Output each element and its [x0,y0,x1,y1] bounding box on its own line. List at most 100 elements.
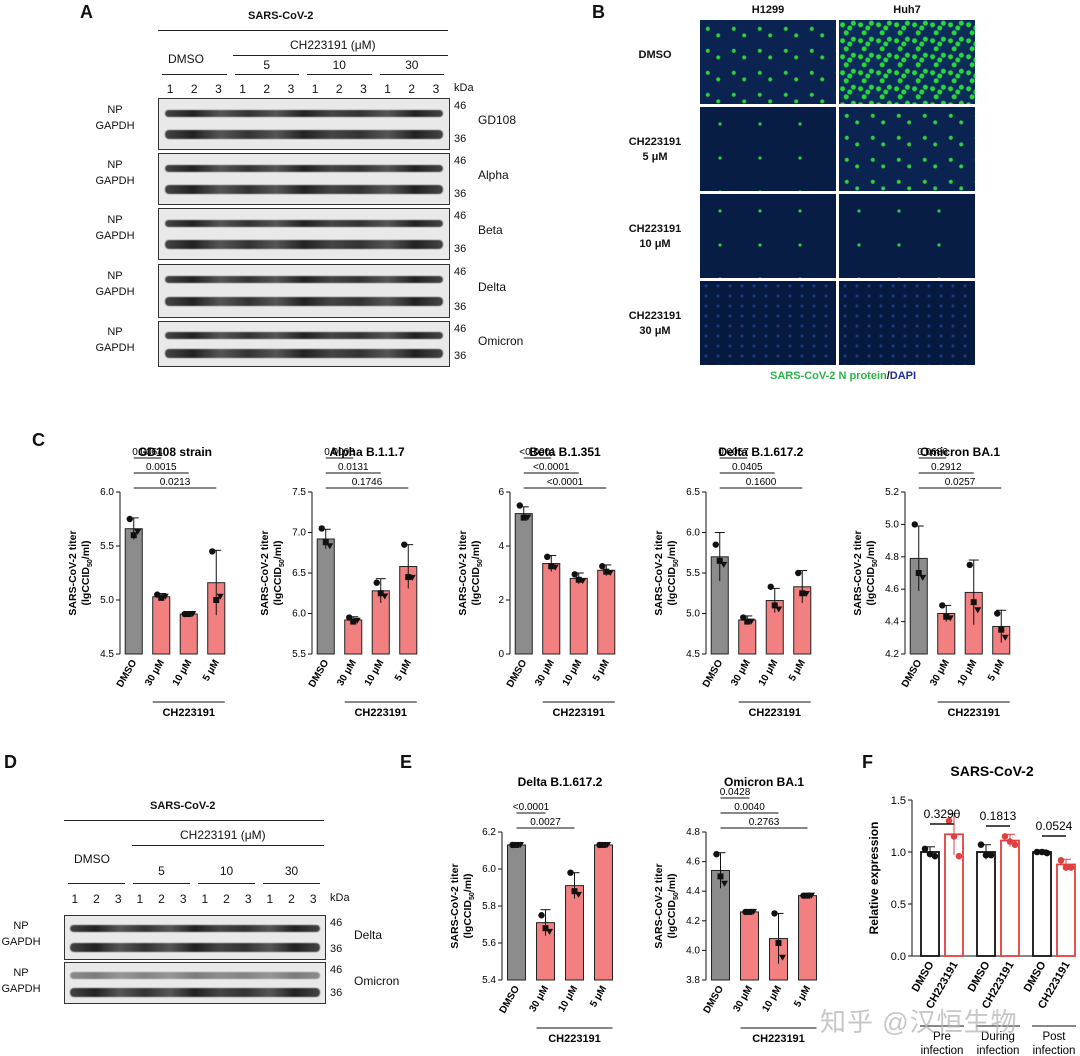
data-point [571,888,578,895]
lane-number: 2 [190,82,198,96]
lane-number: 1 [136,892,144,906]
data-point [970,599,977,606]
dose-label: 30 [405,58,419,72]
strain-label: Omicron [354,974,400,988]
x-tick-label: 30 μM [731,984,755,1014]
y-label-sub: 50 [279,559,286,567]
dose-label: 5 [263,58,271,72]
x-tick-label: 5 μM [201,658,222,683]
lane-number: 2 [223,892,230,906]
data-point [599,563,606,570]
p-value: 0.0686 [917,447,948,458]
data-point [551,564,559,571]
p-value: 0.0015 [146,462,177,473]
lane-number: 2 [263,82,271,96]
group-rule [133,883,190,884]
y-tick-label: 6.5 [292,568,306,579]
data-point [717,873,724,880]
group-rule [234,74,299,75]
x-tick-label: 5 μM [591,658,612,683]
chart-title: Delta B.1.617.2 [719,445,804,459]
compound-rule [131,845,324,846]
legend-dapi: DAPI [889,370,917,382]
row-label: CH223191 10 μM [628,223,682,250]
panel-e-charts: Delta B.1.617.2 5.4 5.6 5.8 6.0 6.2 SARS-CoV-2… [449,775,817,1045]
data-point [575,576,582,583]
y-label-line2: (lgCCID [80,567,92,606]
y-tick-label: 4.2 [686,916,700,927]
data-point [318,525,325,532]
data-point [401,541,408,548]
data-point [775,606,783,613]
y-label-line3: /ml) [80,541,92,560]
data-point [767,583,774,590]
bar [569,577,588,655]
lane-number: 3 [287,82,295,96]
group-label: CH223191 [748,707,801,719]
y-axis-label: SARS-CoV-2 titer(lgCCID50/ml) [653,863,680,948]
gapdh-label: GAPDH [95,120,135,132]
x-tick-label: 30 μM [729,658,753,688]
lane-number: 1 [201,892,209,906]
column-label: H1299 [751,4,785,16]
data-point [1001,634,1009,641]
p-value: 0.1600 [746,477,777,488]
y-tick-label: 7.0 [292,528,306,539]
data-point [747,618,755,625]
y-tick-label: 5.2 [885,487,899,498]
gapdh-label: GAPDH [1,936,41,949]
microscopy-image [839,20,975,104]
data-point [931,852,939,860]
data-point [377,590,384,597]
y-label-sub: 50 [87,559,94,567]
chart-title: SARS-CoV-2 [950,763,1033,779]
data-point [998,626,1005,633]
data-point [517,841,524,848]
y-tick-label: 6 [498,487,504,498]
data-point [213,597,220,603]
y-label-line3: /ml) [666,541,678,560]
legend-separator: / [886,370,890,382]
title-rule [158,30,448,31]
strain-label: Alpha [478,168,509,182]
data-point [966,561,973,569]
y-axis-label: Relative expression [867,822,881,935]
y-tick-label: 6.2 [482,827,496,838]
gapdh-band [164,240,444,249]
data-point [779,954,786,961]
y-axis-label: SARS-CoV-2 titer(lgCCID50/ml) [852,530,879,615]
data-point [579,578,587,585]
gapdh-band [70,987,320,997]
bar [597,569,616,655]
group-label: CH223191 [947,707,1000,719]
data-point [185,611,192,618]
group-label-line: infection [977,1045,1020,1056]
group-label: CH223191 [548,1033,601,1045]
data-point [955,852,963,860]
p-value: 0.3290 [924,807,961,821]
y-tick-label: 6.0 [482,864,496,875]
strain-label: GD108 [478,113,517,127]
bar [344,619,363,655]
y-label-line1: SARS-CoV-2 titer [449,863,461,948]
lane-number: 3 [215,82,222,96]
panel-e-letter: E [400,752,413,772]
np-label: NP [107,159,123,171]
group-label: Pre infection [921,1031,964,1056]
data-point [134,528,142,535]
blot-title: SARS-CoV-2 [150,800,216,812]
y-tick-label: 4.6 [885,584,899,595]
data-point [713,851,720,858]
p-value: 0.0524 [1036,819,1073,833]
group-rule [68,883,125,884]
dose-label: 10 [219,864,234,878]
y-label-line1: SARS-CoV-2 titer [457,530,469,615]
bar-chart: GD108 strain 4.5 5.0 5.5 6.0 SARS-CoV-2 titer… [67,445,226,719]
group-rule [307,74,372,75]
y-tick-label: 5.0 [100,595,114,606]
compound-rule [233,55,448,56]
group-rule [162,74,227,75]
western-blot [64,962,326,1004]
kda-label: kDa [454,82,474,94]
gapdh-band [70,942,320,952]
